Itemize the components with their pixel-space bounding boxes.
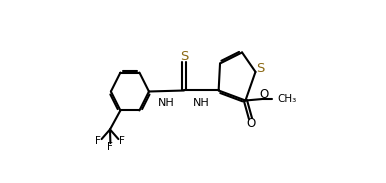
- Text: F: F: [107, 143, 113, 152]
- Text: F: F: [120, 136, 125, 146]
- Text: NH: NH: [158, 98, 175, 108]
- Text: S: S: [180, 50, 188, 63]
- Text: O: O: [259, 88, 269, 101]
- Text: O: O: [247, 117, 256, 130]
- Text: NH: NH: [193, 98, 210, 108]
- Text: CH₃: CH₃: [277, 94, 296, 104]
- Text: F: F: [95, 136, 100, 146]
- Text: S: S: [256, 62, 265, 75]
